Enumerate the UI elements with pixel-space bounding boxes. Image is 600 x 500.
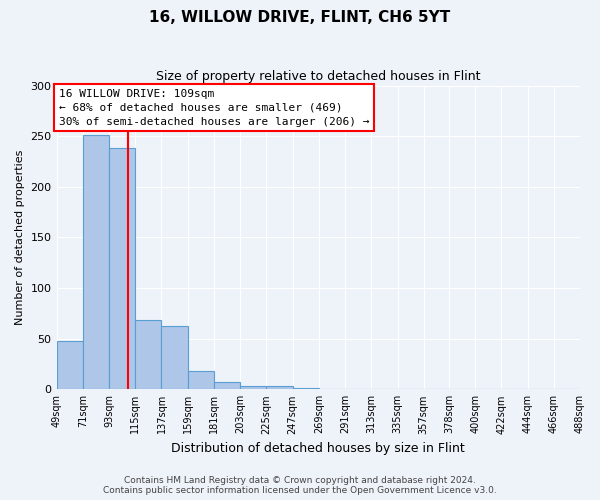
Bar: [83, 135, 109, 390]
Y-axis label: Number of detached properties: Number of detached properties: [15, 150, 25, 325]
Bar: [293, 388, 319, 390]
Title: Size of property relative to detached houses in Flint: Size of property relative to detached ho…: [156, 70, 481, 83]
Bar: [240, 386, 266, 390]
Bar: [56, 340, 83, 390]
X-axis label: Distribution of detached houses by size in Flint: Distribution of detached houses by size …: [172, 442, 465, 455]
Bar: [109, 148, 135, 390]
Text: Contains HM Land Registry data © Crown copyright and database right 2024.
Contai: Contains HM Land Registry data © Crown c…: [103, 476, 497, 495]
Bar: [266, 386, 293, 390]
Bar: [214, 382, 240, 390]
Bar: [188, 371, 214, 390]
Text: 16, WILLOW DRIVE, FLINT, CH6 5YT: 16, WILLOW DRIVE, FLINT, CH6 5YT: [149, 10, 451, 25]
Bar: [161, 326, 188, 390]
Text: 16 WILLOW DRIVE: 109sqm
← 68% of detached houses are smaller (469)
30% of semi-d: 16 WILLOW DRIVE: 109sqm ← 68% of detache…: [59, 88, 370, 126]
Bar: [135, 320, 161, 390]
